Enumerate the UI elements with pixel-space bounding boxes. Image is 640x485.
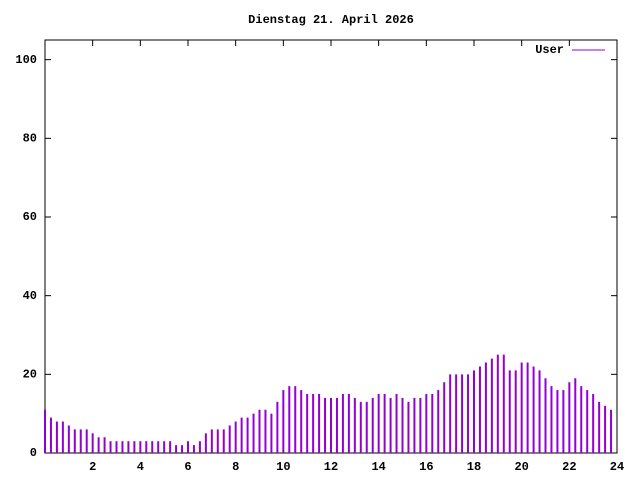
y-tick-label: 80 (23, 132, 37, 146)
y-tick-label: 60 (23, 210, 37, 224)
x-tick-label: 24 (610, 460, 624, 474)
legend-label: User (535, 43, 564, 57)
chart-title: Dienstag 21. April 2026 (248, 13, 414, 27)
x-tick-label: 22 (562, 460, 576, 474)
x-tick-label: 20 (514, 460, 528, 474)
x-tick-label: 16 (419, 460, 433, 474)
y-tick-label: 0 (30, 446, 37, 460)
x-tick-label: 12 (324, 460, 338, 474)
y-tick-label: 40 (23, 289, 37, 303)
x-tick-label: 8 (232, 460, 239, 474)
x-tick-label: 10 (276, 460, 290, 474)
x-tick-label: 14 (371, 460, 385, 474)
x-tick-label: 2 (89, 460, 96, 474)
x-tick-label: 4 (137, 460, 144, 474)
y-tick-label: 100 (15, 53, 37, 67)
y-tick-label: 20 (23, 368, 37, 382)
x-tick-label: 6 (184, 460, 191, 474)
x-tick-label: 18 (467, 460, 481, 474)
